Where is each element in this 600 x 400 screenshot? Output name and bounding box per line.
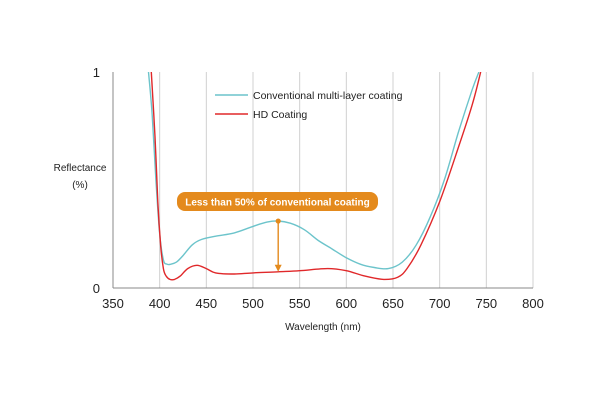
y-axis-label: Reflectance [54,163,107,174]
legend: Conventional multi-layer coating HD Coat… [215,90,403,121]
series-layer [147,72,482,281]
x-tick-label-800: 800 [522,296,544,311]
callout-text: Less than 50% of conventional coating [185,198,369,209]
legend-label-hd: HD Coating [253,109,307,121]
annotation: Less than 50% of conventional coating [177,192,378,272]
callout-box [177,192,378,211]
x-axis-label: Wavelength (nm) [285,322,361,333]
x-tick-label-700: 700 [429,296,451,311]
annotation-start-dot [275,218,281,224]
x-tick-label-750: 750 [475,296,497,311]
x-tick-label-600: 600 [335,296,357,311]
y-tick-label-1: 1 [93,65,100,80]
vertical-grid [159,72,534,288]
y-axis-unit-label: (%) [72,180,88,191]
y-tick-labels: 01 [93,65,100,296]
series-line-hd [150,72,482,281]
annotation-arrowhead [274,264,282,272]
x-tick-labels: 350 400 450 500 550 600 650 700 750 800 [102,296,544,311]
x-tick-label-450: 450 [195,296,217,311]
y-tick-label-0: 0 [93,281,100,296]
legend-label-conventional: Conventional multi-layer coating [253,90,403,102]
x-tick-label-550: 550 [289,296,311,311]
x-tick-label-400: 400 [149,296,171,311]
x-tick-label-650: 650 [382,296,404,311]
x-tick-label-500: 500 [242,296,264,311]
x-tick-label-350: 350 [102,296,124,311]
